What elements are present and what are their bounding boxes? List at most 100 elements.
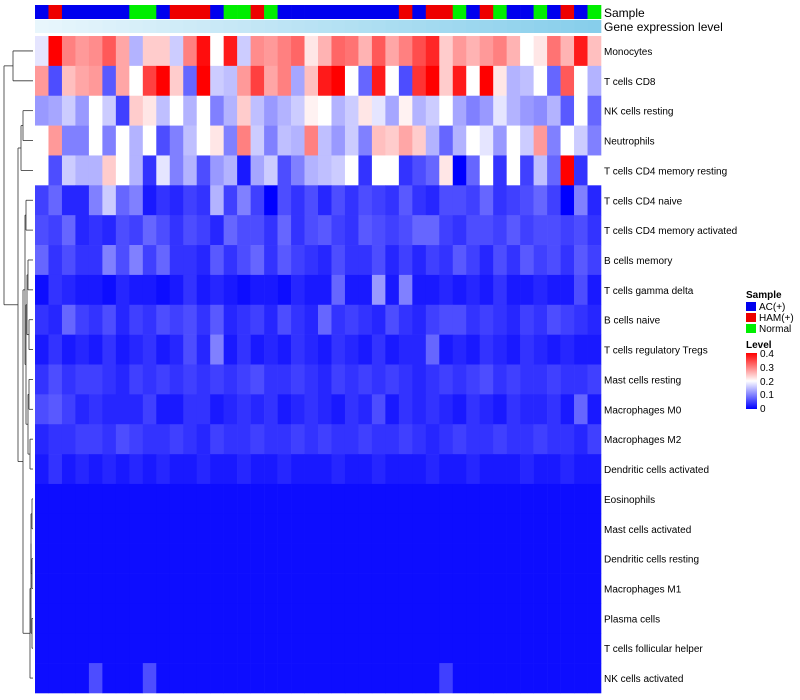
heatmap-cell xyxy=(344,663,359,694)
heatmap-cell xyxy=(304,573,319,604)
heatmap-cell xyxy=(412,155,427,186)
gene-annotation-cell xyxy=(479,20,494,33)
heatmap-cell xyxy=(587,633,602,664)
heatmap-cell xyxy=(210,95,224,126)
heatmap-cell xyxy=(466,513,481,544)
heatmap-cell xyxy=(223,304,238,335)
heatmap-cell xyxy=(102,215,117,246)
heatmap-cell xyxy=(304,245,319,276)
heatmap-cell xyxy=(115,424,130,455)
sample-annotation-bar xyxy=(35,5,602,19)
heatmap-cell xyxy=(129,603,144,634)
heatmap-cell xyxy=(318,304,332,335)
sample-annotation-cell xyxy=(425,5,440,19)
heatmap-cell xyxy=(547,633,561,664)
heatmap-cell xyxy=(156,95,171,126)
heatmap-cell xyxy=(587,364,602,395)
heatmap-cell xyxy=(142,304,157,335)
heatmap-cell xyxy=(331,125,346,156)
heatmap-cell xyxy=(169,95,184,126)
heatmap-cell xyxy=(142,573,157,604)
heatmap-cell xyxy=(115,513,130,544)
heatmap-cell xyxy=(264,95,278,126)
heatmap-cell xyxy=(304,364,319,395)
heatmap-cell xyxy=(102,394,117,425)
heatmap-cell xyxy=(466,483,481,515)
heatmap-cell xyxy=(142,483,157,515)
heatmap-cell xyxy=(493,274,507,306)
heatmap-cell xyxy=(237,155,251,186)
heatmap-cell xyxy=(102,274,117,306)
heatmap-cell xyxy=(344,95,359,126)
heatmap-cell xyxy=(560,274,575,306)
heatmap-cell xyxy=(318,543,332,574)
heatmap-cell xyxy=(115,633,130,664)
gene-annotation-cell xyxy=(237,20,251,33)
heatmap-cell xyxy=(506,245,521,276)
heatmap-cell xyxy=(102,36,117,67)
heatmap-cell xyxy=(304,125,319,156)
heatmap-cell xyxy=(318,125,332,156)
heatmap-cell xyxy=(506,304,521,335)
heatmap-cell xyxy=(48,543,63,574)
heatmap-cell xyxy=(466,155,481,186)
heatmap-cell xyxy=(75,364,90,395)
heatmap-cell xyxy=(331,543,346,574)
heatmap-cell xyxy=(439,95,454,126)
gene-annotation-cell xyxy=(398,20,413,33)
gene-annotation-cell xyxy=(533,20,548,33)
heatmap-cell xyxy=(560,483,575,515)
heatmap-cell xyxy=(385,185,400,216)
heatmap-cell xyxy=(533,245,548,276)
heatmap-cell xyxy=(304,483,319,515)
heatmap-cell xyxy=(88,65,103,97)
heatmap-cell xyxy=(587,543,602,574)
heatmap-cell xyxy=(277,274,292,306)
heatmap-cell xyxy=(277,245,292,276)
heatmap-cell xyxy=(169,36,184,67)
heatmap-cell xyxy=(331,215,346,246)
heatmap-cell xyxy=(61,633,76,664)
heatmap-cell xyxy=(358,274,373,306)
heatmap-cell xyxy=(196,543,211,574)
heatmap-cell xyxy=(250,274,265,306)
heatmap-cell xyxy=(129,334,144,365)
heatmap-cell xyxy=(425,215,440,246)
heatmap-cell xyxy=(129,125,144,156)
heatmap-cell xyxy=(277,513,292,544)
heatmap-cell xyxy=(425,274,440,306)
heatmap-cell xyxy=(75,65,90,97)
heatmap-cell xyxy=(331,95,346,126)
heatmap-cell xyxy=(452,603,467,634)
heatmap-cell xyxy=(264,364,278,395)
heatmap-cell xyxy=(102,185,117,216)
heatmap-cell xyxy=(358,185,373,216)
gene-annotation-cell xyxy=(574,20,588,33)
heatmap-cell xyxy=(210,364,224,395)
heatmap-cell xyxy=(574,663,588,694)
heatmap-cell xyxy=(574,424,588,455)
heatmap-cell xyxy=(142,394,157,425)
heatmap-cell xyxy=(506,513,521,544)
heatmap-cell xyxy=(358,215,373,246)
heatmap-cell xyxy=(318,364,332,395)
heatmap-cell xyxy=(493,245,507,276)
heatmap-cell xyxy=(466,125,481,156)
heatmap-cell xyxy=(129,663,144,694)
heatmap-cell xyxy=(371,304,386,335)
heatmap-cell xyxy=(425,663,440,694)
heatmap-cell xyxy=(439,394,454,425)
heatmap-cell xyxy=(61,185,76,216)
heatmap-cell xyxy=(344,334,359,365)
heatmap-cell xyxy=(169,633,184,664)
heatmap-cell xyxy=(264,424,278,455)
heatmap-cell xyxy=(183,364,198,395)
heatmap-cell xyxy=(75,245,90,276)
heatmap-cell xyxy=(560,95,575,126)
heatmap-cell xyxy=(385,65,400,97)
sample-annotation-cell xyxy=(547,5,561,19)
sample-annotation-cell xyxy=(48,5,63,19)
heatmap-cell xyxy=(385,633,400,664)
heatmap-cell xyxy=(560,334,575,365)
heatmap-cell xyxy=(547,215,561,246)
